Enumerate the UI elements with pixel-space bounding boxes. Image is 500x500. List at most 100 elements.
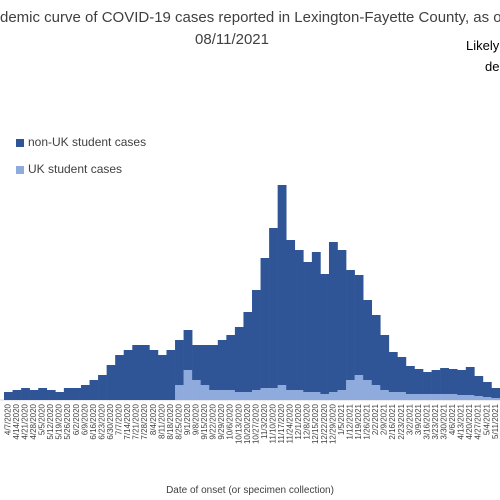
bar-segment [294, 390, 304, 400]
x-tick-label: 1/12/2021 [345, 403, 354, 439]
x-tick-label: 6/16/2020 [89, 403, 98, 439]
bar-segment [106, 365, 116, 400]
bar-segment [269, 228, 278, 388]
bar-segment [226, 335, 236, 390]
bar-segment [183, 330, 193, 370]
x-tick-label: 7/28/2020 [140, 403, 149, 439]
x-tick-label: 12/1/2020 [294, 403, 303, 439]
bar-segment [371, 385, 381, 400]
x-tick-label: 10/27/2020 [251, 403, 260, 444]
bar-segment [29, 390, 39, 400]
bar-segment [465, 395, 475, 400]
bar-segment [226, 390, 236, 400]
x-tick-label: 6/2/2020 [72, 403, 81, 435]
x-tick-label: 3/2/2021 [405, 403, 414, 435]
x-tick-label: 4/28/2020 [29, 403, 38, 439]
bar-segment [337, 250, 347, 390]
bar-segment [423, 372, 432, 394]
bar-segment [380, 335, 390, 390]
bar-segment [491, 398, 500, 400]
bar-segment [380, 390, 390, 400]
bar-segment [371, 315, 381, 385]
bar-segment [140, 345, 150, 400]
x-tick-label: 11/24/2020 [286, 403, 295, 443]
bar-segment [363, 380, 373, 400]
bar-segment [217, 340, 227, 390]
x-tick-label: 12/8/2020 [303, 403, 312, 439]
bar-segment [80, 385, 90, 400]
x-tick-label: 8/25/2020 [174, 403, 183, 439]
bar-segment [354, 275, 364, 375]
x-tick-label: 6/9/2020 [80, 403, 89, 435]
bar-segment [260, 388, 270, 400]
bar-segment [132, 345, 142, 400]
bar-segment [440, 394, 449, 400]
x-tick-label: 10/20/2020 [243, 403, 252, 444]
bar-segment [388, 352, 398, 392]
x-tick-label: 12/22/2020 [320, 403, 329, 444]
x-tick-label: 4/14/2020 [12, 403, 21, 439]
x-tick-label: 7/21/2020 [132, 403, 141, 439]
bar-segment [474, 376, 484, 396]
bar-segment [21, 388, 30, 400]
x-tick-label: 5/26/2020 [63, 403, 72, 439]
bar-segment [183, 370, 193, 400]
bar-segment [320, 274, 330, 394]
bar-segment [209, 345, 219, 390]
bar-segment [38, 388, 48, 400]
bar-segment [397, 357, 407, 392]
bar-segment [46, 390, 56, 400]
annotation: de [485, 59, 499, 74]
bar-segment [457, 370, 467, 395]
bar-segment [12, 390, 22, 400]
bar-segment [175, 340, 184, 385]
x-tick-label: 9/15/2020 [200, 403, 209, 439]
bar-segment [346, 380, 355, 400]
bar-segment [465, 367, 475, 395]
bar-segment [55, 392, 65, 400]
bar-segment [440, 368, 449, 394]
bar-segment [123, 350, 133, 400]
legend-label: UK student cases [28, 162, 122, 176]
bar-segment [294, 250, 304, 390]
annotation: Likely [466, 38, 500, 53]
x-tick-label: 1/26/2021 [363, 403, 372, 439]
bar-segment [234, 327, 244, 392]
bar-segment [277, 385, 287, 400]
x-tick-label: 3/9/2021 [414, 403, 423, 435]
bar-segment [482, 397, 492, 400]
x-tick-label: 3/16/2021 [422, 403, 431, 439]
legend-swatch [16, 166, 24, 174]
bar-segment [260, 258, 270, 388]
bar-segment [243, 312, 253, 392]
x-tick-label: 9/22/2020 [209, 403, 218, 439]
x-tick-label: 4/27/2021 [474, 403, 483, 439]
x-tick-label: 5/5/2020 [38, 403, 47, 435]
bar-segment [328, 392, 338, 400]
bar-segment [72, 388, 82, 400]
x-tick-label: 4/21/2020 [20, 403, 29, 439]
x-tick-label: 11/10/2020 [268, 403, 277, 443]
legend-swatch [16, 139, 24, 147]
x-tick-label: 8/11/2020 [157, 403, 166, 439]
bar-segment [482, 382, 492, 397]
x-tick-label: 5/19/2020 [55, 403, 64, 439]
bar-segment [192, 380, 201, 400]
x-tick-label: 4/7/2020 [3, 403, 12, 435]
bar-segment [252, 390, 261, 400]
x-tick-label: 6/30/2020 [106, 403, 115, 439]
bar-segment [457, 395, 467, 400]
x-tick-label: 5/11/2021 [491, 403, 500, 439]
bar-segment [491, 388, 500, 398]
bar-segment [217, 390, 227, 400]
bar-segment [115, 355, 125, 400]
x-tick-label: 11/17/2020 [277, 403, 286, 443]
x-tick-label: 9/1/2020 [183, 403, 192, 435]
x-tick-label: 4/20/2021 [465, 403, 474, 439]
bar-segment [346, 270, 355, 380]
bar-segment [157, 355, 167, 400]
x-tick-label: 3/23/2021 [431, 403, 440, 439]
bar-segment [363, 300, 373, 380]
bar-segment [423, 394, 432, 400]
